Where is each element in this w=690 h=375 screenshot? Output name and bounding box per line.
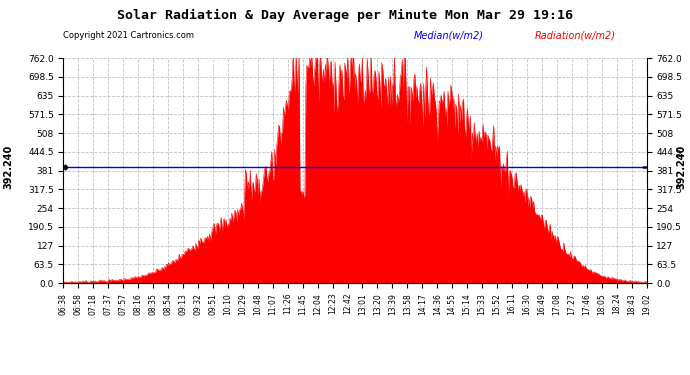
Text: Solar Radiation & Day Average per Minute Mon Mar 29 19:16: Solar Radiation & Day Average per Minute… [117,9,573,22]
Text: 392.240: 392.240 [3,145,13,189]
Text: Radiation(w/m2): Radiation(w/m2) [535,31,615,41]
Text: Copyright 2021 Cartronics.com: Copyright 2021 Cartronics.com [63,31,195,40]
Text: 392.240: 392.240 [677,145,687,189]
Text: Median(w/m2): Median(w/m2) [414,31,484,41]
